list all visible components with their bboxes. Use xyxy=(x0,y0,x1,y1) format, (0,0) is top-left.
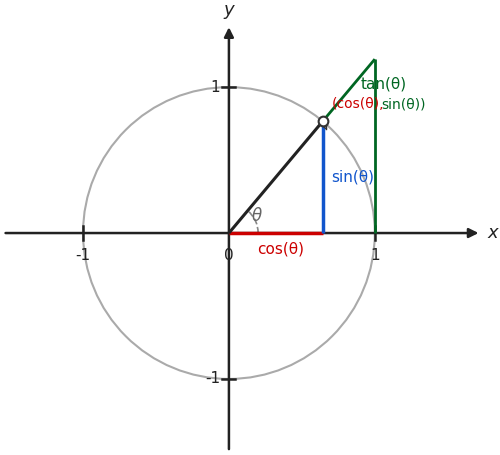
Text: cos(θ): cos(θ) xyxy=(257,242,304,257)
Text: -1: -1 xyxy=(76,248,90,263)
Text: y: y xyxy=(224,0,234,19)
Text: sin(θ): sin(θ) xyxy=(332,170,374,185)
Text: 0: 0 xyxy=(224,248,234,263)
Text: tan(θ): tan(θ) xyxy=(360,77,406,92)
Text: x: x xyxy=(487,224,498,242)
Text: 1: 1 xyxy=(210,80,220,95)
Text: 1: 1 xyxy=(370,248,380,263)
Text: -1: -1 xyxy=(205,371,220,386)
Text: (cos(θ),: (cos(θ), xyxy=(332,97,384,111)
Text: sin(θ)): sin(θ)) xyxy=(381,97,426,111)
Text: θ: θ xyxy=(252,207,262,225)
